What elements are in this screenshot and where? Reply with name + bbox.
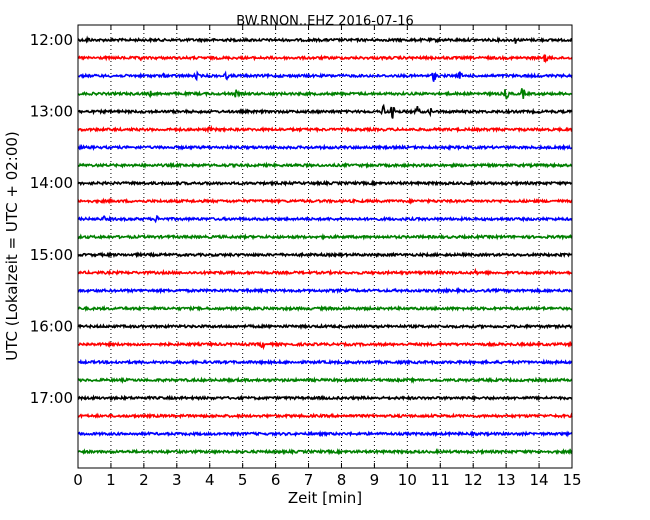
x-tick-label: 5 [238,471,248,489]
trace-1315 [77,124,573,134]
plot-frame [77,24,573,469]
trace-1615 [77,340,573,351]
y-tick-label: 12:00 [30,31,73,49]
trace-1600 [77,322,573,331]
trace-1530 [77,286,573,295]
y-tick-label: 13:00 [30,103,73,121]
trace-1515 [77,267,573,277]
chart-title: BW.RNON..EHZ 2016-07-16 [236,14,414,29]
trace-1645 [77,376,573,385]
x-tick-label: 11 [431,471,450,489]
x-tick-label: 14 [530,471,549,489]
y-tick-label: 17:00 [30,389,73,407]
x-tick-label: 13 [497,471,516,489]
x-tick-label: 8 [337,471,347,489]
x-tick-label: 7 [304,471,314,489]
trace-1730 [77,430,573,438]
trace-1330 [77,143,573,152]
grid-lines [110,25,540,468]
x-tick-label: 15 [562,471,581,489]
y-tick-label: 14:00 [30,174,73,192]
x-tick-label: 6 [271,471,281,489]
x-tick-label: 0 [73,471,83,489]
trace-1415 [77,197,573,205]
x-tick-label: 3 [172,471,182,489]
trace-1715 [77,412,573,420]
y-axis-label: UTC (Lokalzeit = UTC + 02:00) [3,131,21,361]
x-tick-label: 12 [464,471,483,489]
y-tick-label: 15:00 [30,246,73,264]
trace-1400 [77,179,573,187]
trace-1630 [77,358,573,366]
trace-1245 [77,88,573,100]
trace-1700 [77,394,573,402]
trace-1215 [77,53,573,64]
trace-1545 [77,304,573,313]
trace-1445 [77,233,573,241]
trace-1345 [77,161,573,169]
x-tick-label: 2 [139,471,149,489]
y-tick-label: 16:00 [30,317,73,335]
trace-1230 [77,70,573,82]
x-axis: 0 1 2 3 4 5 6 7 8 9 10 11 12 13 14 15 [73,25,582,489]
x-axis-label: Zeit [min] [288,489,362,507]
y-axis: 12:00 13:00 14:00 15:00 16:00 17:00 [30,31,572,407]
x-tick-label: 10 [398,471,417,489]
x-tick-label: 4 [205,471,215,489]
x-tick-label: 9 [370,471,380,489]
trace-1200 [77,35,573,44]
traces-group [77,35,573,456]
trace-1500 [77,251,573,259]
trace-1745 [77,447,573,456]
trace-1300 [77,103,573,119]
x-tick-label: 1 [106,471,116,489]
trace-1430 [77,214,573,224]
